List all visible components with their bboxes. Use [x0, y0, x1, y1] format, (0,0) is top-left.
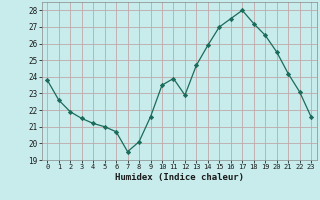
X-axis label: Humidex (Indice chaleur): Humidex (Indice chaleur) [115, 173, 244, 182]
